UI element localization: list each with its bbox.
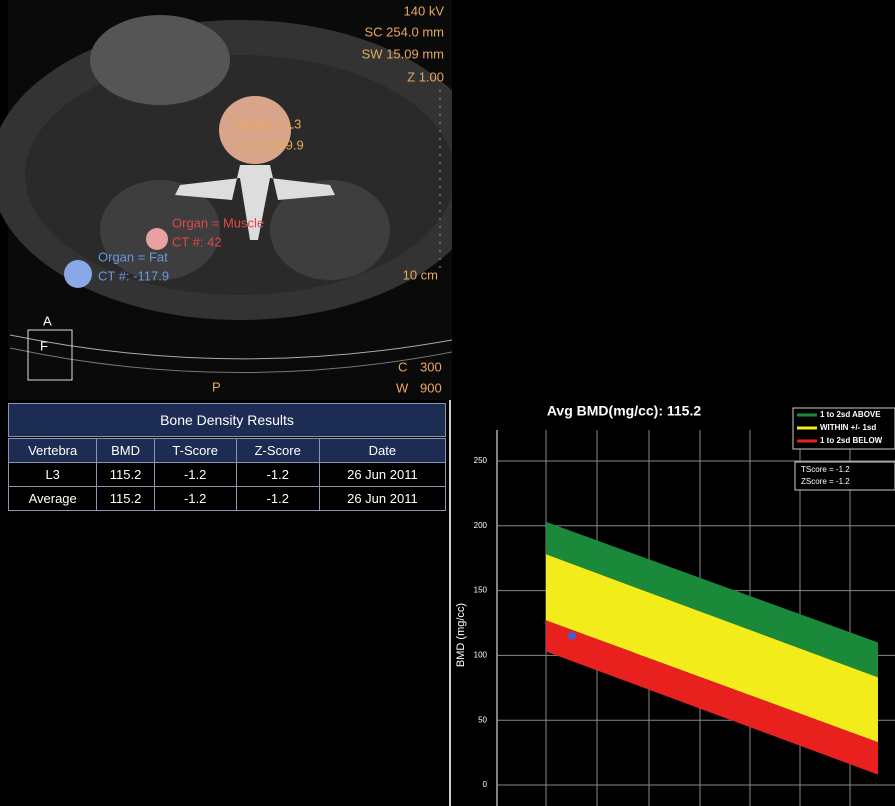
score-text: TScore = -1.2 xyxy=(801,465,850,474)
cell: -1.2 xyxy=(235,486,320,511)
orientation: P xyxy=(212,379,221,394)
legend-label: 1 to 2sd BELOW xyxy=(820,436,883,445)
score-text: ZScore = -1.2 xyxy=(801,477,850,486)
row: L3 115.2 -1.2 -1.2 26 Jun 2011 xyxy=(7,462,447,487)
info-text: Z 1.00 xyxy=(407,69,444,84)
cell: 26 Jun 2011 xyxy=(318,486,447,511)
band xyxy=(546,620,878,775)
column-header: Vertebra xyxy=(7,438,98,463)
column-header: Date xyxy=(318,438,447,463)
y-tick-label: 100 xyxy=(474,651,488,660)
table-edge xyxy=(9,347,452,373)
panel-divider xyxy=(449,400,451,806)
table-edge xyxy=(9,334,452,360)
y-tick-label: 50 xyxy=(478,715,487,724)
cell: L3 xyxy=(7,462,98,487)
y-tick-label: 150 xyxy=(474,586,488,595)
info-text: 140 kV xyxy=(404,3,445,18)
bowel xyxy=(90,15,230,105)
patient-point xyxy=(568,631,576,640)
legend-label: 1 to 2sd ABOVE xyxy=(820,410,881,419)
legend-label: WITHIN +/- 1sd xyxy=(820,423,876,432)
window-value: 900 xyxy=(420,380,442,395)
ct-image: 140 kV SC 254.0 mm SW 15.09 mm Z 1.00 10… xyxy=(0,0,452,400)
table-title: Bone Density Results xyxy=(8,403,446,437)
band xyxy=(546,521,878,678)
spine-process xyxy=(175,165,335,240)
cell: 26 Jun 2011 xyxy=(318,462,447,487)
orientation: F xyxy=(40,338,48,353)
info-text: SW 15.09 mm xyxy=(362,46,444,61)
cell: 115.2 xyxy=(96,486,155,511)
y-tick-label: 200 xyxy=(474,521,488,530)
window-value: 300 xyxy=(420,359,442,374)
cell: -1.2 xyxy=(235,462,320,487)
band xyxy=(546,554,878,743)
y-axis-label: BMD (mg/cc) xyxy=(455,603,467,667)
window-label: W xyxy=(396,380,409,395)
y-tick-label: 0 xyxy=(483,780,488,789)
header-row: Vertebra BMD T-Score Z-Score Date xyxy=(7,438,447,463)
roi-label: CT #: 42 xyxy=(172,234,222,249)
results-table: Vertebra BMD T-Score Z-Score Date L3 115… xyxy=(7,438,447,511)
window-label: C xyxy=(398,359,407,374)
roi-label: Organ = Fat xyxy=(98,249,168,264)
scale-text: 10 cm xyxy=(403,267,438,282)
roi-label: CT #: -117.9 xyxy=(98,268,169,283)
fat-roi xyxy=(64,260,92,288)
muscle-right xyxy=(270,180,390,280)
info-text: SC 254.0 mm xyxy=(365,24,444,39)
muscle-roi xyxy=(146,228,168,250)
orientation-cube xyxy=(27,329,73,381)
score-box xyxy=(794,461,895,491)
row: Average 115.2 -1.2 -1.2 26 Jun 2011 xyxy=(7,486,447,511)
column-header: BMD xyxy=(96,438,155,463)
chart-title: Avg BMD(mg/cc): 115.2 xyxy=(547,403,702,419)
column-header: T-Score xyxy=(153,438,237,463)
orientation: A xyxy=(43,313,52,328)
roi-label: CT #: 169.9 xyxy=(236,137,304,152)
cell: -1.2 xyxy=(153,462,237,487)
bmd-chart: Avg BMD(mg/cc): 115.2 BMD (mg/cc) 0 50 100… xyxy=(455,403,895,806)
vertebra-roi xyxy=(219,96,291,164)
roi-label: Organ = L3 xyxy=(236,116,301,131)
roi-label: Organ = Muscle xyxy=(172,215,264,230)
cell: 115.2 xyxy=(96,462,155,487)
column-header: Z-Score xyxy=(235,438,320,463)
y-tick-label: 250 xyxy=(474,456,488,465)
cell: -1.2 xyxy=(153,486,237,511)
cell: Average xyxy=(7,486,98,511)
